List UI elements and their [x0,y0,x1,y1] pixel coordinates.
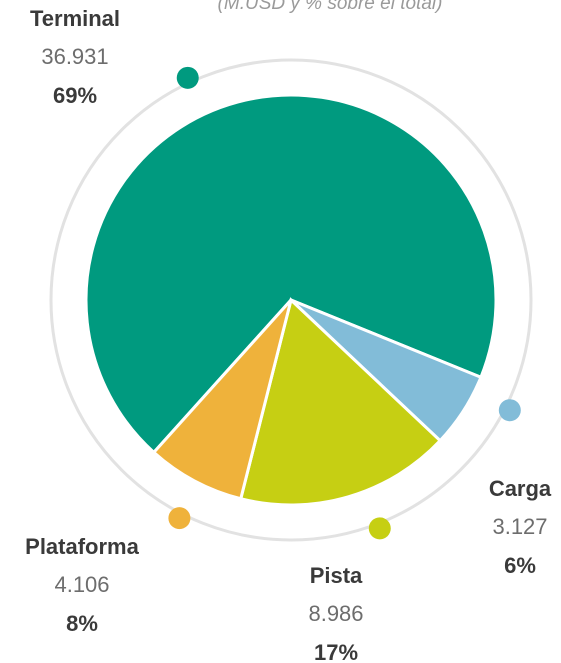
category-label: Pista [310,563,363,588]
category-label: Terminal [30,6,120,31]
pie-slice [84,93,498,455]
value-label: 36.931 [41,44,108,69]
value-label: 3.127 [492,514,547,539]
outer-ring [49,58,533,542]
value-label: 4.106 [54,572,109,597]
percent-label: 69% [53,83,97,108]
pie-slice [151,298,293,501]
chart-subtitle: (M.USD y % sobre el total) [218,0,443,14]
marker-dot [176,66,199,89]
category-label: Plataforma [25,534,139,559]
percent-label: 8% [66,611,98,636]
pie-slice [238,297,443,507]
value-label: 8.986 [308,601,363,626]
category-label: Carga [489,476,552,501]
percent-label: 6% [504,553,536,578]
marker-dot [498,399,521,422]
marker-dot [168,507,191,530]
marker-dot [368,517,391,540]
percent-label: 17% [314,640,358,663]
